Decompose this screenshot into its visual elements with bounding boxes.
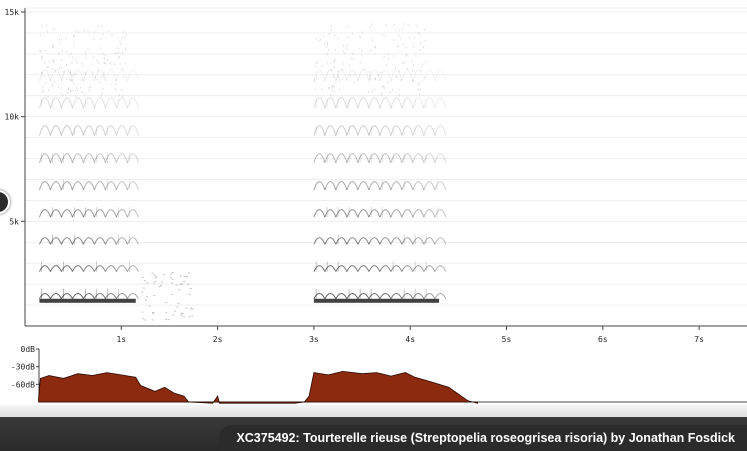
- time-tick-label: 7s: [694, 335, 704, 344]
- time-tick-label: 1s: [116, 335, 126, 344]
- amplitude-chart: 0dB -30dB -60dB: [11, 345, 747, 404]
- time-tick-label: 5s: [502, 335, 512, 344]
- spectrogram-energy: [38, 23, 447, 321]
- time-tick-label: 2s: [213, 335, 223, 344]
- recording-caption[interactable]: XC375492: Tourterelle rieuse (Streptopel…: [219, 425, 747, 451]
- amplitude-panel: 0dB -30dB -60dB: [0, 345, 747, 405]
- time-tick-label: 3s: [309, 335, 319, 344]
- db-tick-label: -30dB: [11, 363, 35, 372]
- freq-tick-label: 15k: [5, 8, 20, 17]
- freq-tick-label: 5k: [9, 217, 19, 226]
- spectrogram-panel[interactable]: 15k 10k 5k 1s 2s 3s 4s 5s 6s 7s: [0, 0, 747, 345]
- amplitude-envelope: [38, 370, 479, 404]
- time-tick-label: 4s: [405, 335, 415, 344]
- freq-tick-label: 10k: [5, 113, 20, 122]
- time-tick-label: 6s: [598, 335, 608, 344]
- spectrogram-chart: 15k 10k 5k 1s 2s 3s 4s 5s 6s 7s: [5, 7, 747, 344]
- db-tick-label: -60dB: [11, 380, 35, 389]
- db-tick-label: 0dB: [21, 345, 36, 354]
